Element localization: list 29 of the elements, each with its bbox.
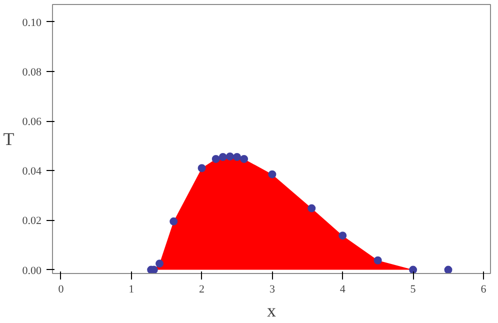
y-tick-label: 0.08 [22, 66, 42, 78]
point [240, 154, 248, 163]
point [409, 266, 418, 274]
y-tick-label: 0.04 [22, 166, 42, 178]
point [156, 260, 164, 268]
x-tick-label: 6 [480, 284, 487, 296]
x-tick-label: 1 [128, 284, 134, 296]
point [226, 152, 234, 160]
y-axis-title: T [3, 129, 14, 149]
x-tick-label: 2 [199, 284, 205, 296]
point [268, 170, 276, 178]
point [444, 266, 452, 274]
point [374, 256, 382, 264]
point [170, 217, 178, 226]
point [212, 154, 220, 163]
y-tick-label: 0.00 [22, 264, 42, 277]
point [308, 204, 316, 212]
point [232, 152, 241, 161]
x-tick-label: 5 [410, 284, 416, 296]
point [218, 152, 227, 161]
y-tick-label: 0.02 [22, 215, 42, 228]
y-tick-label: 0.06 [22, 116, 42, 128]
y-tick-label: 0.10 [22, 16, 42, 29]
point [338, 232, 347, 240]
x-tick-label: 4 [340, 284, 346, 296]
x-tick-label: 3 [269, 284, 276, 296]
point [198, 164, 206, 172]
x-tick-label: 0 [58, 284, 64, 296]
x-axis-title: x [267, 300, 276, 320]
